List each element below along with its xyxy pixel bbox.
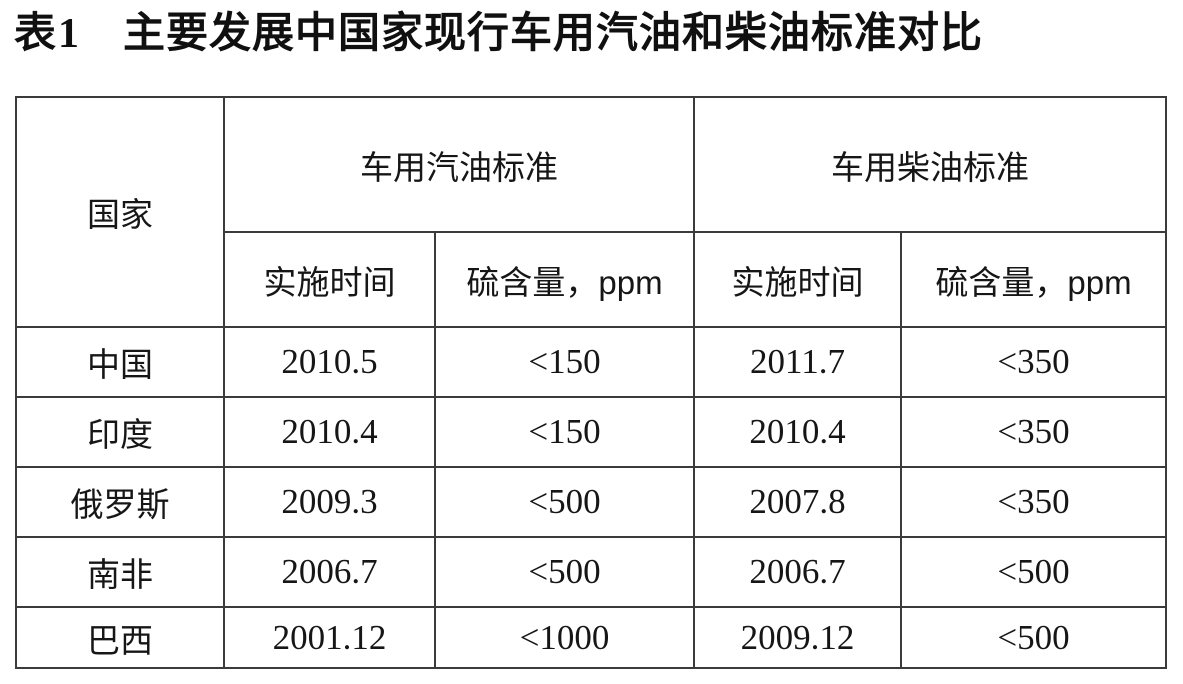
header-gasoline-group: 车用汽油标准 — [223, 96, 695, 234]
table-caption-text: 主要发展中国家现行车用汽油和柴油标准对比 — [123, 11, 984, 57]
cell-gasoline-sulfur: <1000 — [434, 606, 695, 670]
table-caption-number: 表1 — [14, 11, 82, 57]
cell-diesel-time: 2010.4 — [693, 396, 902, 469]
cell-gasoline-time: 2009.3 — [223, 466, 436, 539]
cell-diesel-sulfur: <500 — [900, 536, 1167, 609]
cell-country: 南非 — [15, 536, 225, 609]
header-diesel-sulfur: 硫含量，ppm — [900, 231, 1167, 329]
header-diesel-group: 车用柴油标准 — [693, 96, 1167, 234]
header-diesel-time: 实施时间 — [693, 231, 902, 329]
header-gasoline-time: 实施时间 — [223, 231, 436, 329]
table-row-russia: 俄罗斯 2009.3 <500 2007.8 <350 — [15, 466, 1167, 539]
cell-country: 中国 — [15, 326, 225, 399]
cell-diesel-sulfur: <350 — [900, 326, 1167, 399]
cell-gasoline-time: 2006.7 — [223, 536, 436, 609]
cell-gasoline-sulfur: <500 — [434, 536, 695, 609]
cell-country: 印度 — [15, 396, 225, 469]
table-header-row-sub: 实施时间 硫含量，ppm 实施时间 硫含量，ppm — [16, 231, 1167, 329]
cell-gasoline-time: 2010.5 — [223, 326, 436, 399]
cell-diesel-time: 2009.12 — [693, 606, 902, 670]
cell-country: 俄罗斯 — [15, 466, 225, 539]
table-caption: 表1 主要发展中国家现行车用汽油和柴油标准对比 — [0, 0, 1183, 58]
cell-gasoline-sulfur: <500 — [434, 466, 695, 539]
table-row-india: 印度 2010.4 <150 2010.4 <350 — [15, 396, 1167, 469]
cell-country: 巴西 — [15, 606, 225, 670]
cell-diesel-sulfur: <500 — [900, 606, 1167, 670]
cell-gasoline-sulfur: <150 — [434, 326, 695, 399]
standards-comparison-table: 国家 车用汽油标准 车用柴油标准 实施时间 硫含量，ppm 实施时间 硫含量，p… — [15, 96, 1167, 670]
cell-diesel-sulfur: <350 — [900, 396, 1167, 469]
table-row-south-africa: 南非 2006.7 <500 2006.7 <500 — [15, 536, 1167, 609]
table-header-row-groups: 国家 车用汽油标准 车用柴油标准 — [15, 96, 1167, 329]
cell-gasoline-time: 2010.4 — [223, 396, 436, 469]
table-row-china: 中国 2010.5 <150 2011.7 <350 — [15, 326, 1167, 399]
cell-diesel-time: 2006.7 — [693, 536, 902, 609]
header-country: 国家 — [15, 96, 225, 329]
cell-gasoline-sulfur: <150 — [434, 396, 695, 469]
cell-diesel-sulfur: <350 — [900, 466, 1167, 539]
cell-gasoline-time: 2001.12 — [223, 606, 436, 670]
header-gasoline-sulfur: 硫含量，ppm — [434, 231, 695, 329]
table-row-brazil: 巴西 2001.12 <1000 2009.12 <500 — [15, 606, 1167, 670]
cell-diesel-time: 2007.8 — [693, 466, 902, 539]
cell-diesel-time: 2011.7 — [693, 326, 902, 399]
